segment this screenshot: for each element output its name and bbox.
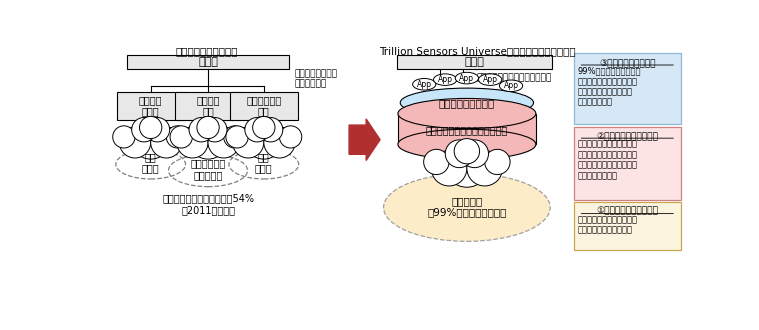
Text: 防犯
センサ: 防犯 センサ: [255, 152, 272, 174]
Circle shape: [224, 126, 246, 148]
Ellipse shape: [383, 174, 550, 241]
Circle shape: [226, 126, 248, 148]
Text: ③キラーアプリの開発: ③キラーアプリの開発: [599, 58, 656, 67]
Circle shape: [177, 127, 208, 158]
FancyBboxPatch shape: [574, 127, 681, 200]
Text: 生体
センサ: 生体 センサ: [142, 152, 159, 174]
FancyArrow shape: [349, 119, 380, 160]
Text: 個別にサービス・
データを提供: 個別にサービス・ データを提供: [294, 69, 338, 88]
Circle shape: [189, 117, 213, 142]
Text: 温度・湿度・
照度センサ: 温度・湿度・ 照度センサ: [191, 158, 225, 180]
Circle shape: [245, 117, 269, 142]
FancyBboxPatch shape: [175, 92, 241, 120]
Ellipse shape: [398, 129, 536, 159]
Text: サービスの中核となるプレ
イヤ。技術・法規制上の課
題をクリアするリーダシッ
プが求められる。: サービスの中核となるプレ イヤ。技術・法規制上の課 題をクリアするリーダシッ プ…: [578, 140, 638, 180]
Ellipse shape: [455, 72, 478, 84]
Text: サービスプロバイダ: サービスプロバイダ: [439, 98, 495, 108]
Circle shape: [279, 126, 302, 148]
FancyBboxPatch shape: [574, 53, 681, 124]
Text: App: App: [438, 75, 452, 84]
FancyBboxPatch shape: [128, 55, 288, 69]
Circle shape: [131, 120, 170, 159]
Text: App: App: [503, 81, 518, 90]
Text: 既存のセンサビジネス: 既存のセンサビジネス: [176, 46, 238, 56]
Circle shape: [445, 143, 489, 187]
Circle shape: [253, 116, 275, 139]
FancyBboxPatch shape: [574, 202, 681, 250]
Circle shape: [188, 120, 228, 159]
Circle shape: [244, 120, 283, 159]
Ellipse shape: [413, 79, 436, 90]
Text: ユーザ: ユーザ: [465, 57, 484, 67]
Text: App: App: [459, 74, 474, 82]
Circle shape: [203, 117, 227, 142]
Text: サービス・アプリを自由に選択: サービス・アプリを自由に選択: [476, 73, 552, 82]
Circle shape: [446, 140, 473, 168]
Text: ②プラットフォーム構築: ②プラットフォーム構築: [597, 131, 658, 140]
Circle shape: [208, 127, 239, 158]
Text: ニーズにあった安価なセン
サの開発が求められる。: ニーズにあった安価なセン サの開発が求められる。: [578, 215, 638, 235]
FancyBboxPatch shape: [230, 92, 298, 120]
Text: ①安価センサの大量生産: ①安価センサの大量生産: [597, 207, 658, 216]
Ellipse shape: [400, 88, 534, 117]
Circle shape: [485, 149, 510, 175]
Ellipse shape: [478, 74, 502, 85]
Circle shape: [151, 127, 182, 158]
Circle shape: [119, 127, 151, 158]
Circle shape: [424, 149, 449, 175]
Circle shape: [166, 126, 189, 148]
Text: App: App: [483, 75, 498, 84]
Text: 99%の新たな利用を生み
出す、既存のセンサ利用の
概念にとらわれないアイ
ディアが必要。: 99%の新たな利用を生み 出す、既存のセンサ利用の 概念にとらわれないアイ ディ…: [578, 67, 641, 107]
Circle shape: [140, 116, 162, 139]
FancyBboxPatch shape: [397, 55, 552, 69]
Text: Trillion Sensors Universeにおけるビジネスモデル: Trillion Sensors Universeにおけるビジネスモデル: [379, 46, 575, 56]
Circle shape: [431, 150, 467, 186]
Circle shape: [170, 126, 192, 148]
Text: ビル管理
会社: ビル管理 会社: [197, 95, 220, 116]
Circle shape: [258, 117, 283, 142]
Text: 各種センサ
（99%は新たな利用へ）: 各種センサ （99%は新たな利用へ）: [427, 196, 506, 217]
FancyBboxPatch shape: [398, 114, 536, 144]
Text: センサ市場の日系シェア：54%
（2011年時点）: センサ市場の日系シェア：54% （2011年時点）: [162, 194, 254, 215]
Text: ユーザ: ユーザ: [198, 57, 218, 67]
Ellipse shape: [499, 80, 523, 92]
Circle shape: [197, 116, 219, 139]
Ellipse shape: [398, 98, 536, 129]
Circle shape: [145, 117, 170, 142]
Text: App: App: [417, 80, 432, 89]
Circle shape: [113, 126, 135, 148]
Text: センサデータプラットフォーム: センサデータプラットフォーム: [426, 125, 508, 135]
Circle shape: [264, 127, 295, 158]
Circle shape: [467, 150, 502, 186]
Circle shape: [454, 139, 480, 164]
Text: 医療機器
メーカ: 医療機器 メーカ: [139, 95, 162, 116]
Circle shape: [132, 117, 156, 142]
FancyBboxPatch shape: [117, 92, 184, 120]
Text: セキュリティ
会社: セキュリティ 会社: [246, 95, 282, 116]
Circle shape: [232, 127, 264, 158]
Circle shape: [461, 140, 489, 168]
Ellipse shape: [433, 74, 457, 85]
